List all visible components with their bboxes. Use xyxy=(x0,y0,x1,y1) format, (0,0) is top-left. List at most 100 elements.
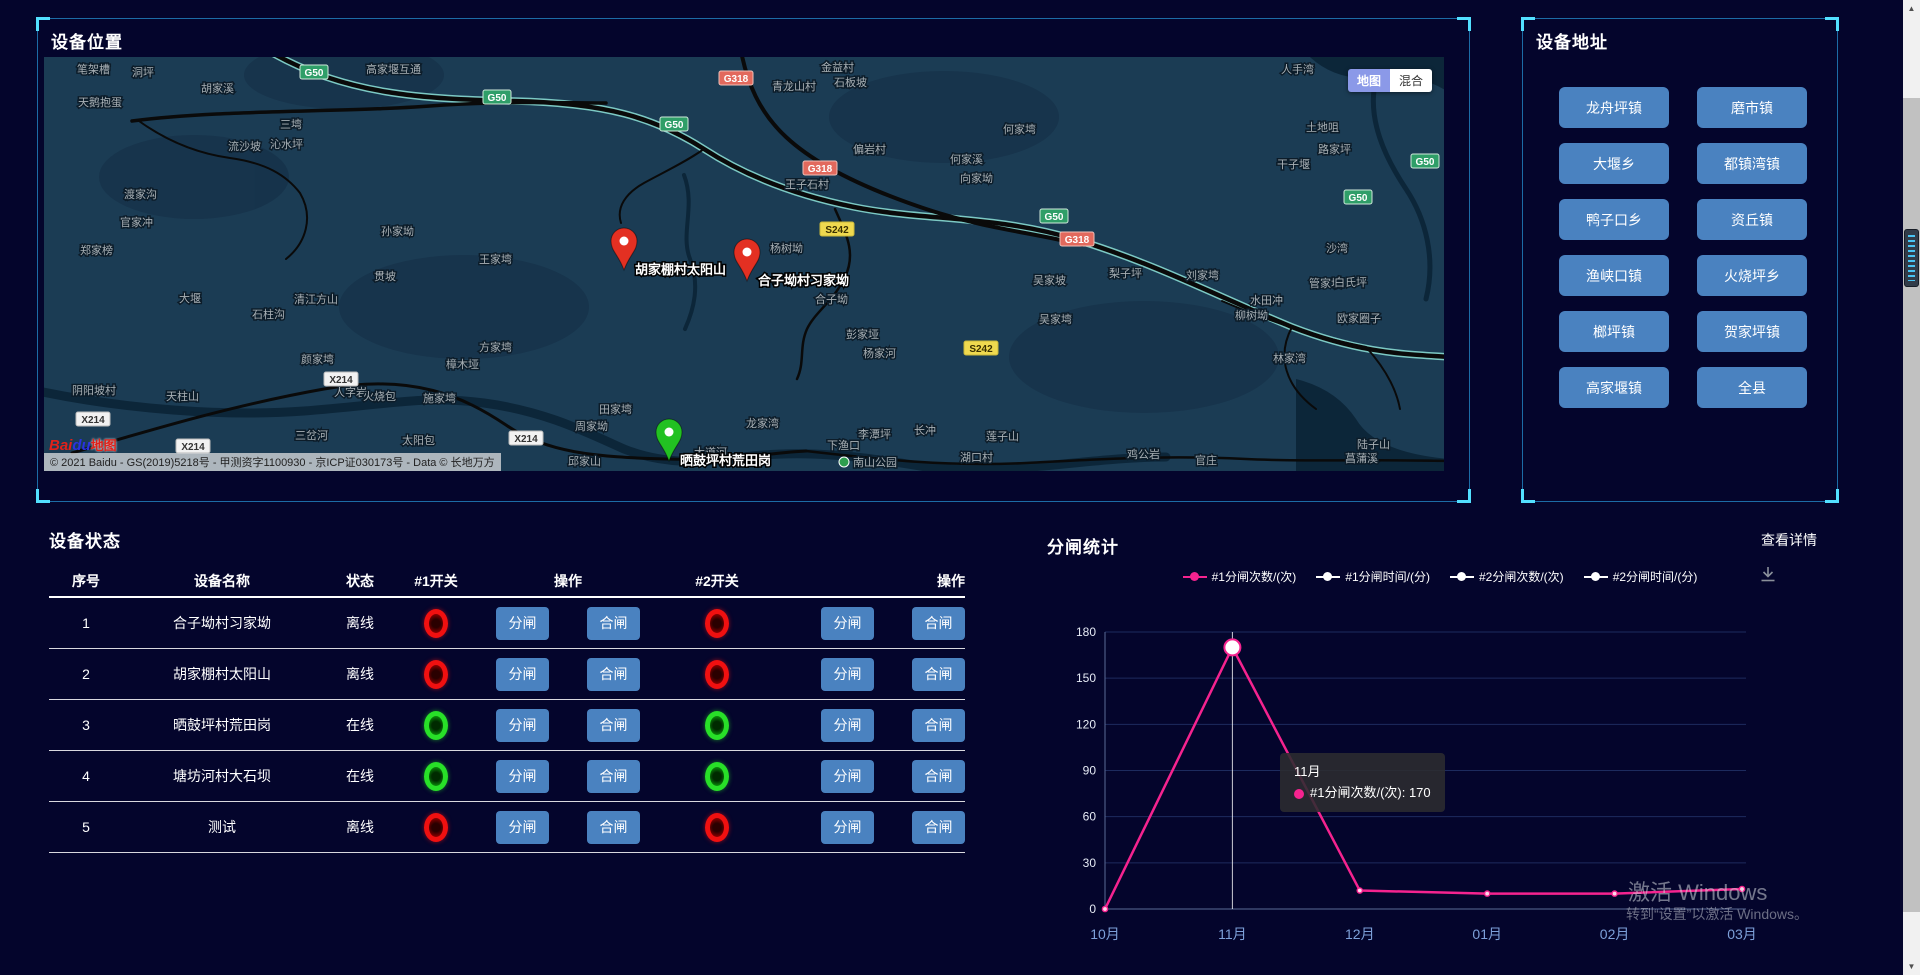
address-button-8[interactable]: 榔坪镇 xyxy=(1559,311,1669,352)
address-button-2[interactable]: 大堰乡 xyxy=(1559,143,1669,184)
switch1-indicator xyxy=(424,608,448,638)
close-switch1-button[interactable]: 合闸 xyxy=(587,759,640,793)
svg-text:02月: 02月 xyxy=(1600,926,1630,942)
open-switch2-button[interactable]: 分闸 xyxy=(821,606,874,640)
legend-label: #1分闸次数/(次) xyxy=(1211,570,1297,584)
road-shield: G318 xyxy=(718,70,754,86)
map-place-label: 莲子山 xyxy=(986,430,1019,443)
open-switch2-button[interactable]: 分闸 xyxy=(821,657,874,691)
close-switch2-button[interactable]: 合闸 xyxy=(912,810,965,844)
svg-text:X214: X214 xyxy=(514,434,538,445)
close-switch2-button[interactable]: 合闸 xyxy=(912,759,965,793)
switch1-operations: 分闸 合闸 xyxy=(473,759,663,793)
view-details-link[interactable]: 查看详情 xyxy=(1761,532,1817,548)
map-place-label: 青龙山村 xyxy=(772,79,816,93)
legend-item-1[interactable]: #1分闸时间/(分) xyxy=(1316,568,1430,585)
device-name: 合子坳村习家坳 xyxy=(173,615,271,631)
switch2-indicator-cell xyxy=(663,710,771,740)
svg-text:G50: G50 xyxy=(305,68,324,79)
row-index: 2 xyxy=(82,666,90,682)
map-place-label: 天柱山 xyxy=(166,389,199,403)
water-bodies xyxy=(1296,57,1444,471)
map-place-label: 火烧包 xyxy=(363,390,396,403)
tooltip-series-dot xyxy=(1294,789,1304,799)
svg-text:150: 150 xyxy=(1076,671,1096,685)
table-row-5: 5 测试 离线 分闸 合闸 分闸 合闸 xyxy=(49,802,965,853)
scrollbar-up-arrow[interactable]: ▲ xyxy=(1907,4,1916,13)
device-name: 测试 xyxy=(208,819,236,835)
legend-item-2[interactable]: #2分闸次数/(次) xyxy=(1450,568,1564,585)
map-place-label: 沁水坪 xyxy=(270,138,303,151)
address-button-0[interactable]: 龙舟坪镇 xyxy=(1559,87,1669,128)
map-place-label: 三岔河 xyxy=(295,429,328,442)
download-icon[interactable] xyxy=(1759,565,1777,583)
svg-text:G318: G318 xyxy=(808,164,833,175)
open-switch2-button[interactable]: 分闸 xyxy=(821,708,874,742)
row-index: 1 xyxy=(82,615,90,631)
open-switch2-button[interactable]: 分闸 xyxy=(821,810,874,844)
scrollbar-down-arrow[interactable]: ▼ xyxy=(1907,962,1916,971)
map-type-hybrid-button[interactable]: 混合 xyxy=(1389,69,1432,92)
map-place-label: 土地咀 xyxy=(1306,121,1339,134)
open-switch1-button[interactable]: 分闸 xyxy=(496,759,549,793)
map-place-label: 石柱沟 xyxy=(252,307,285,321)
road-shield: G50 xyxy=(1343,189,1373,205)
switch1-indicator-cell xyxy=(399,812,473,842)
svg-text:0: 0 xyxy=(1089,902,1096,916)
address-button-3[interactable]: 都镇湾镇 xyxy=(1697,143,1807,184)
svg-text:胡家棚村太阳山: 胡家棚村太阳山 xyxy=(635,262,726,277)
close-switch1-button[interactable]: 合闸 xyxy=(587,606,640,640)
map-place-label: 三塆 xyxy=(280,117,302,131)
map-place-label: 吴家塆 xyxy=(1039,312,1072,326)
page-scrollbar[interactable]: ▲ ▼ xyxy=(1903,0,1920,975)
baidu-map[interactable]: 笔架槽 洞坪 天鹅抱蛋 胡家溪 三塆 沁水坪 流沙坡 渡家沟 官家冲 郑家榜 高家堰互通 青龙山村 金益… xyxy=(44,57,1444,471)
map-pin-合子坳村习家坳[interactable]: 合子坳村习家坳 xyxy=(733,238,851,290)
map-place-label: 白氏坪 xyxy=(1334,275,1367,289)
line-chart[interactable]: 0 30 60 90 120 150 180 10月 11月 12月 01月 02月 03月 xyxy=(1060,607,1820,957)
open-switch1-button[interactable]: 分闸 xyxy=(496,657,549,691)
map-place-label: 湖口村 xyxy=(960,450,993,464)
open-switch1-button[interactable]: 分闸 xyxy=(496,810,549,844)
legend-item-3[interactable]: #2分闸时间/(分) xyxy=(1583,568,1697,585)
address-button-7[interactable]: 火烧坪乡 xyxy=(1697,255,1807,296)
legend-marker xyxy=(1182,571,1207,581)
svg-text:12月: 12月 xyxy=(1345,926,1375,942)
table-row-1: 1 合子坳村习家坳 离线 分闸 合闸 分闸 合闸 xyxy=(49,598,965,649)
svg-text:G50: G50 xyxy=(1416,157,1435,168)
map-pin-晒鼓坪村荒田岗[interactable]: 晒鼓坪村荒田岗 xyxy=(655,418,773,470)
address-button-5[interactable]: 资丘镇 xyxy=(1697,199,1807,240)
address-button-10[interactable]: 高家堰镇 xyxy=(1559,367,1669,408)
scrollbar-thumb[interactable] xyxy=(1903,98,1920,912)
close-switch2-button[interactable]: 合闸 xyxy=(912,708,965,742)
row-index: 4 xyxy=(82,768,90,784)
address-button-1[interactable]: 磨市镇 xyxy=(1697,87,1807,128)
svg-text:11月: 11月 xyxy=(1218,926,1247,942)
open-switch2-button[interactable]: 分闸 xyxy=(821,759,874,793)
scrollbar-position-widget[interactable] xyxy=(1904,229,1919,287)
map-place-label: 笔架槽 xyxy=(77,62,110,76)
close-switch1-button[interactable]: 合闸 xyxy=(587,810,640,844)
map-place-label: 陆子山 xyxy=(1357,437,1390,451)
open-switch1-button[interactable]: 分闸 xyxy=(496,708,549,742)
baidu-logo-bai: Bai xyxy=(49,437,73,454)
address-button-4[interactable]: 鸭子口乡 xyxy=(1559,199,1669,240)
column-header-1: 设备名称 xyxy=(194,573,250,589)
open-switch1-button[interactable]: 分闸 xyxy=(496,606,549,640)
close-switch1-button[interactable]: 合闸 xyxy=(587,657,640,691)
close-switch1-button[interactable]: 合闸 xyxy=(587,708,640,742)
device-name: 晒鼓坪村荒田岗 xyxy=(173,717,271,733)
map-place-label: 水田冲 xyxy=(1250,293,1283,307)
close-switch2-button[interactable]: 合闸 xyxy=(912,606,965,640)
baidu-logo-du: du xyxy=(72,437,91,454)
map-pin-胡家棚村太阳山[interactable]: 胡家棚村太阳山 xyxy=(610,227,728,279)
address-button-11[interactable]: 全县 xyxy=(1697,367,1807,408)
switch2-indicator-cell xyxy=(663,659,771,689)
address-button-6[interactable]: 渔峡口镇 xyxy=(1559,255,1669,296)
address-button-9[interactable]: 贺家坪镇 xyxy=(1697,311,1807,352)
corner-accent xyxy=(36,489,50,503)
map-type-map-button[interactable]: 地图 xyxy=(1347,69,1390,92)
road-shield: S242 xyxy=(963,340,999,356)
map-place-label: 梨子坪 xyxy=(1109,266,1142,280)
close-switch2-button[interactable]: 合闸 xyxy=(912,657,965,691)
legend-item-0[interactable]: #1分闸次数/(次) xyxy=(1182,568,1297,585)
